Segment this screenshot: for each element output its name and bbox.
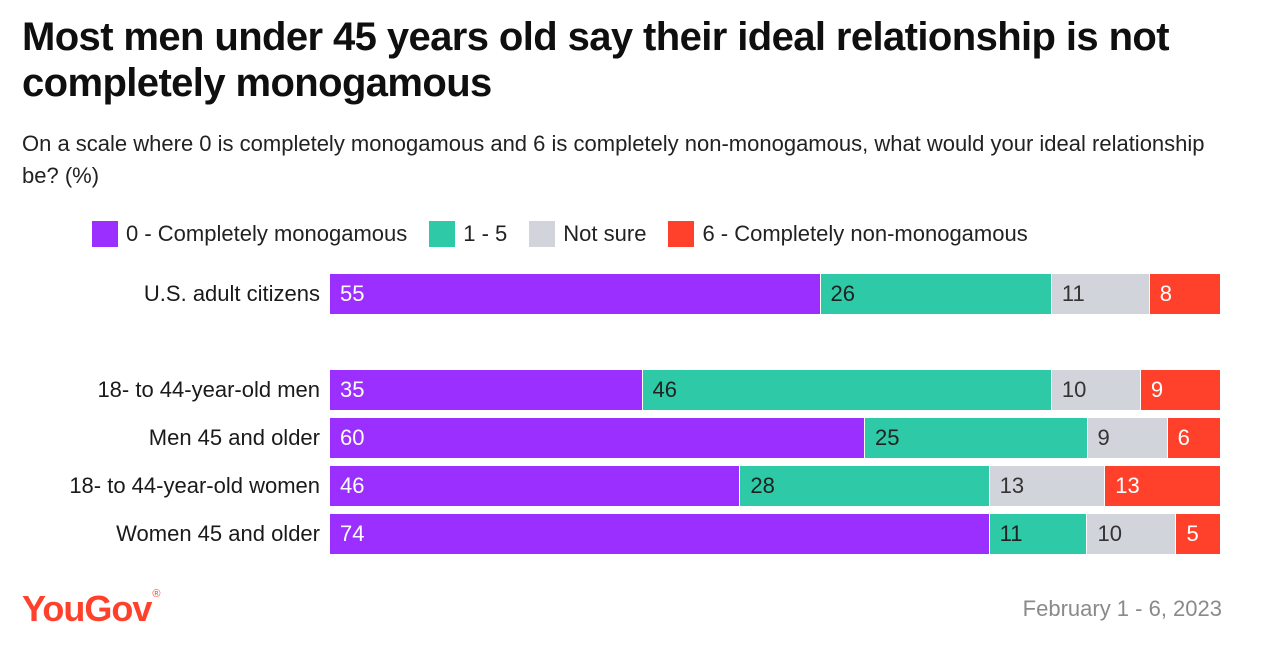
- registered-mark: ®: [152, 588, 160, 600]
- yougov-logo: YouGov®: [22, 588, 160, 630]
- category-label: Women 45 and older: [116, 521, 320, 546]
- stacked-bar: 35 46 10 9: [330, 370, 1220, 410]
- bar-segment: 74: [330, 514, 989, 554]
- category-label: 18- to 44-year-old women: [69, 473, 320, 498]
- category-label: 18- to 44-year-old men: [97, 377, 320, 402]
- bar-segment: 9: [1086, 418, 1167, 458]
- data-label: 46: [340, 473, 365, 498]
- bar-segment: 11: [988, 514, 1087, 554]
- bar-segment: 35: [330, 370, 642, 410]
- legend-swatch: [92, 221, 118, 247]
- legend-label: Not sure: [563, 221, 647, 246]
- data-label: 60: [340, 425, 365, 450]
- survey-date: February 1 - 6, 2023: [1022, 596, 1222, 621]
- bar-segment: 28: [739, 466, 989, 506]
- data-label: 11: [1061, 281, 1085, 306]
- data-label: 10: [1097, 521, 1122, 546]
- data-label: 9: [1097, 425, 1110, 450]
- data-label: 26: [830, 281, 855, 306]
- bar-segment: 13: [1104, 466, 1220, 506]
- data-label: 28: [750, 473, 775, 498]
- bar-segment: 9: [1139, 370, 1220, 410]
- yougov-logo-text: YouGov: [22, 588, 152, 629]
- stacked-bar: 60 25 9 6: [330, 418, 1220, 458]
- data-label: 9: [1150, 377, 1164, 402]
- legend-item: 0 - Completely monogamous: [92, 221, 407, 247]
- data-label: 13: [1115, 473, 1140, 498]
- chart-subtitle: On a scale where 0 is completely monogam…: [22, 131, 1205, 188]
- bar-segment: 60: [330, 418, 864, 458]
- data-label: 35: [340, 377, 365, 402]
- bar-segment: 11: [1050, 274, 1149, 314]
- bar-segment: 55: [330, 274, 820, 314]
- bar-segment: 26: [819, 274, 1051, 314]
- chart-title: Most men under 45 years old say their id…: [22, 15, 1170, 105]
- legend-label: 0 - Completely monogamous: [126, 221, 408, 246]
- data-label: 5: [1186, 521, 1199, 546]
- data-label: 10: [1061, 377, 1087, 402]
- bar-segment: 46: [641, 370, 1051, 410]
- bar-segment: 8: [1148, 274, 1220, 314]
- data-label: 55: [340, 281, 365, 306]
- stacked-bar: 46 28 13 13: [330, 466, 1220, 506]
- legend-label: 6 - Completely non-monogamous: [702, 221, 1028, 246]
- data-label: 46: [652, 377, 677, 402]
- legend-item: 6 - Completely non-monogamous: [668, 221, 1028, 247]
- bar-segment: 10: [1086, 514, 1176, 554]
- legend-item: Not sure: [529, 221, 646, 247]
- data-label: 25: [875, 425, 900, 450]
- bar-segment: 10: [1050, 370, 1140, 410]
- data-label: 13: [999, 473, 1025, 498]
- data-label: 74: [340, 521, 365, 546]
- data-label: 11: [999, 521, 1023, 546]
- stacked-bar: 55 26 11 8: [330, 274, 1220, 314]
- legend-swatch: [429, 221, 456, 247]
- category-label: U.S. adult citizens: [143, 281, 320, 306]
- stacked-bar: 74 11 10 5: [330, 514, 1220, 554]
- category-label: Men 45 and older: [148, 425, 320, 450]
- data-label: 8: [1159, 281, 1173, 306]
- bar-segment: 25: [864, 418, 1087, 458]
- bar-segment: 13: [988, 466, 1105, 506]
- legend-swatch: [668, 221, 695, 247]
- bar-segment: 5: [1175, 514, 1220, 554]
- bar-segment: 46: [330, 466, 740, 506]
- chart-legend: 0 - Completely monogamous 1 - 5 Not sure 6 …: [92, 220, 1050, 248]
- legend-label: 1 - 5: [463, 221, 508, 246]
- bar-segment: 6: [1166, 418, 1220, 458]
- legend-swatch: [529, 221, 556, 247]
- legend-item: 1 - 5: [429, 221, 507, 247]
- data-label: 6: [1177, 425, 1190, 450]
